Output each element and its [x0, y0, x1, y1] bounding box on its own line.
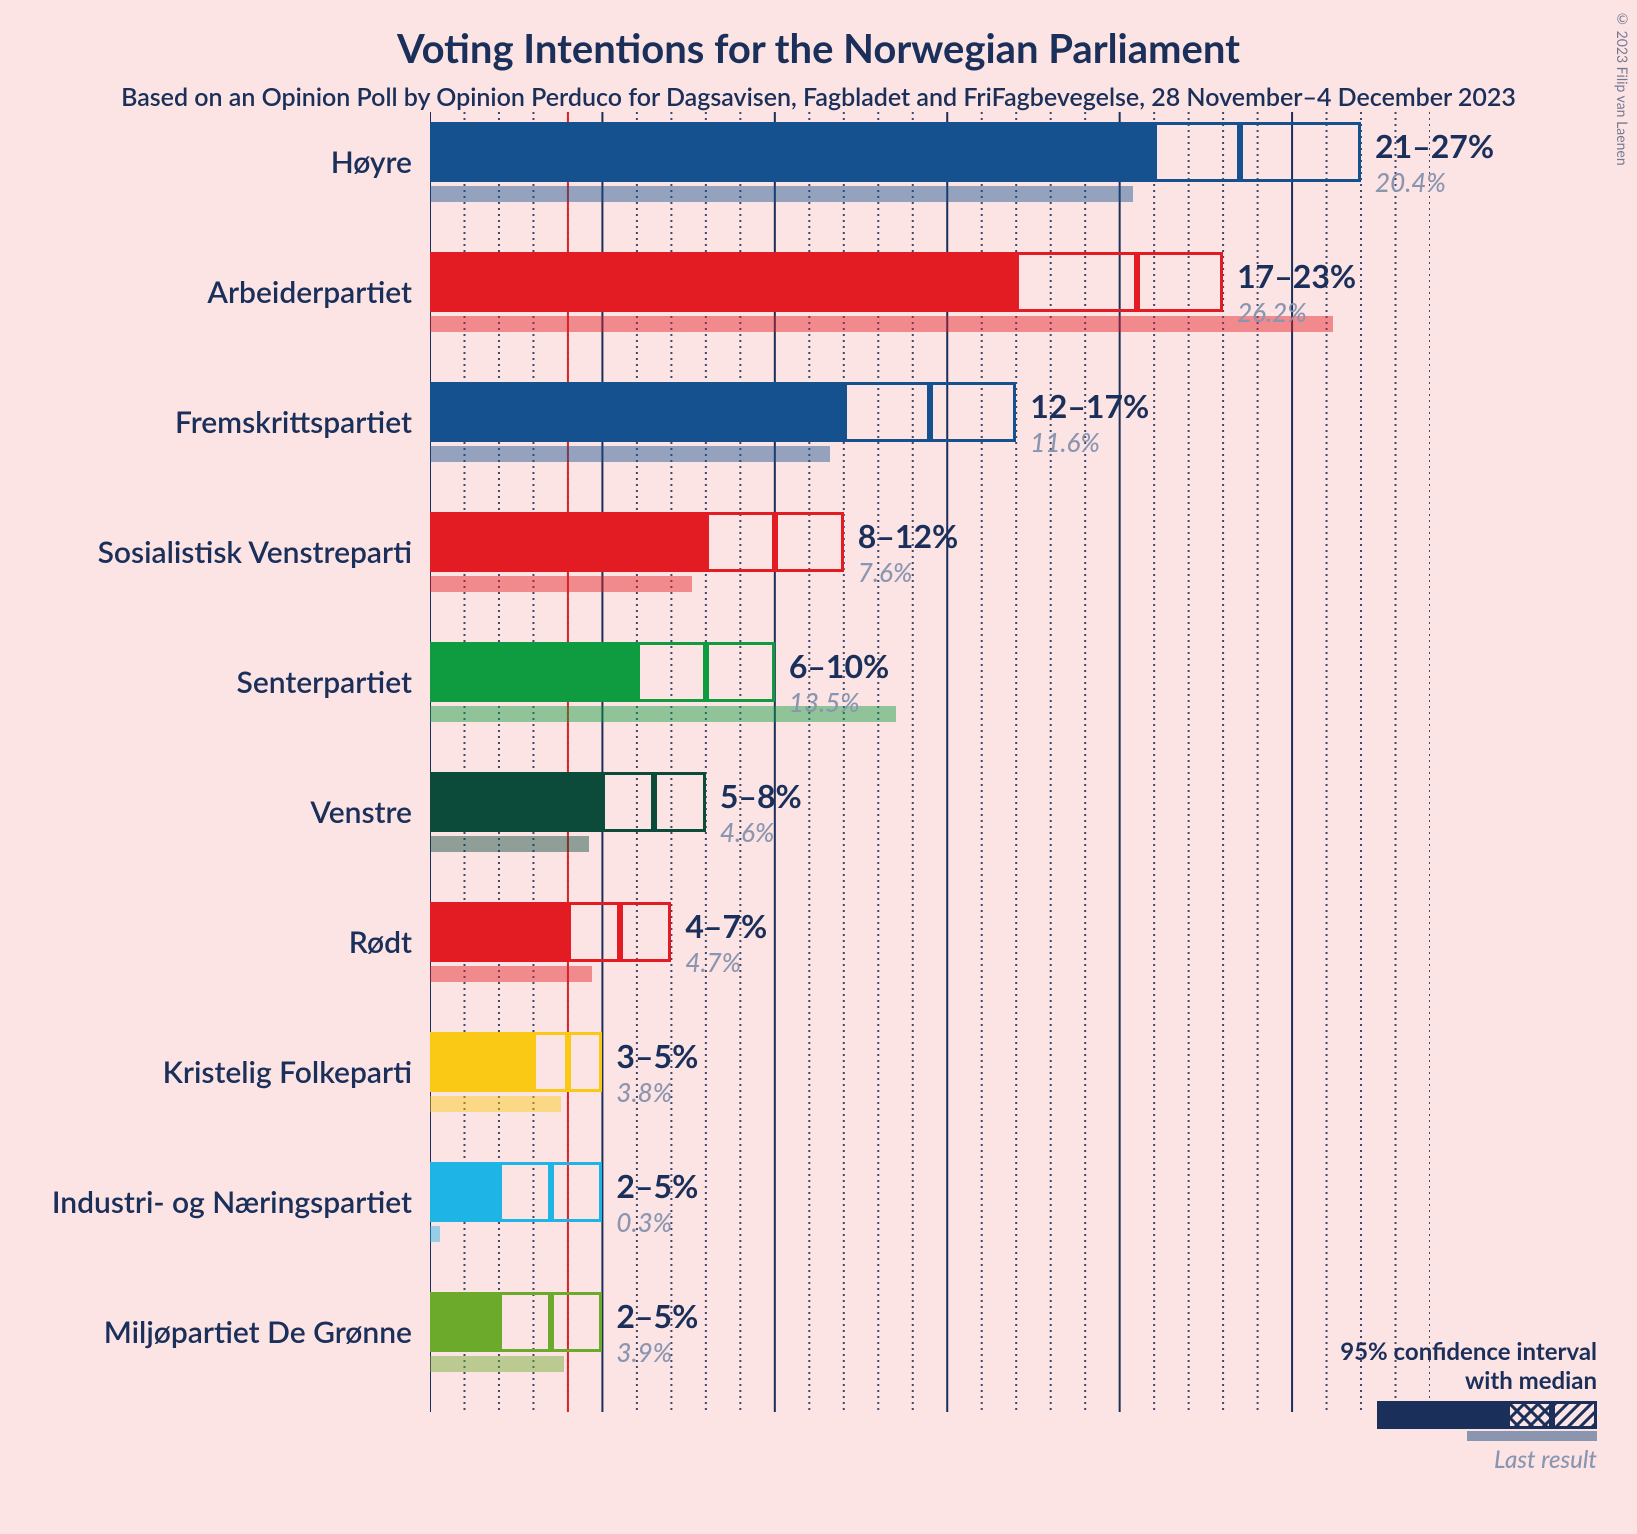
ci-high-bar [551, 1292, 603, 1352]
party-row: Industri- og Næringspartiet 2–5% 0.3% [430, 1152, 1580, 1282]
ci-range-value: 3–5% [616, 1036, 698, 1075]
ci-range-value: 17–23% [1237, 256, 1356, 295]
chart-title: Voting Intentions for the Norwegian Parl… [0, 0, 1637, 72]
last-result-value: 26.2% [1237, 296, 1307, 328]
ci-high-bar [568, 1032, 602, 1092]
party-name: Høyre [331, 144, 412, 180]
party-row: Rødt 4–7% 4.7% [430, 892, 1580, 1022]
ci-low-bar [430, 122, 1154, 182]
ci-range-value: 2–5% [616, 1166, 698, 1205]
party-name: Fremskrittspartiet [175, 404, 412, 440]
ci-low-bar [430, 642, 637, 702]
party-name: Arbeiderpartiet [207, 274, 412, 310]
last-result-bar [430, 966, 592, 982]
ci-low-bar [430, 512, 706, 572]
copyright-text: © 2023 Filip van Laenen [1614, 10, 1631, 166]
last-result-bar [430, 1226, 440, 1242]
legend-ci-swatch [1340, 1401, 1597, 1429]
ci-low-bar [430, 1292, 499, 1352]
last-result-value: 13.5% [789, 686, 860, 718]
last-result-value: 20.4% [1375, 166, 1446, 198]
ci-mid-bar [499, 1162, 551, 1222]
last-result-bar [430, 836, 589, 852]
party-row: Senterpartiet 6–10% 13.5% [430, 632, 1580, 762]
ci-high-bar [775, 512, 844, 572]
ci-range-value: 5–8% [720, 776, 802, 815]
ci-high-bar [1240, 122, 1361, 182]
last-result-value: 4.6% [720, 816, 775, 848]
party-name: Senterpartiet [237, 664, 412, 700]
ci-high-bar [620, 902, 672, 962]
last-result-value: 11.6% [1030, 426, 1100, 458]
ci-range-value: 2–5% [616, 1296, 698, 1335]
party-name: Kristelig Folkeparti [163, 1054, 412, 1090]
ci-mid-bar [568, 902, 620, 962]
chart-area: Høyre 21–27% 20.4% Arbeiderpartiet 17–23… [430, 112, 1580, 1412]
legend: 95% confidence interval with median Last… [1340, 1337, 1597, 1474]
last-result-value: 0.3% [616, 1206, 672, 1238]
last-result-bar [430, 1096, 561, 1112]
legend-last-swatch [1467, 1431, 1597, 1441]
ci-mid-bar [844, 382, 930, 442]
ci-low-bar [430, 1032, 533, 1092]
ci-mid-bar [602, 772, 654, 832]
party-name: Industri- og Næringspartiet [52, 1184, 412, 1220]
ci-high-bar [1137, 252, 1223, 312]
party-name: Miljøpartiet De Grønne [104, 1314, 412, 1350]
party-row: Venstre 5–8% 4.6% [430, 762, 1580, 892]
last-result-value: 7.6% [858, 556, 913, 588]
ci-mid-bar [1016, 252, 1137, 312]
party-row: Arbeiderpartiet 17–23% 26.2% [430, 242, 1580, 372]
ci-low-bar [430, 772, 602, 832]
last-result-bar [430, 576, 692, 592]
legend-ci-label-1: 95% confidence interval [1340, 1337, 1597, 1366]
ci-high-bar [930, 382, 1016, 442]
last-result-value: 3.8% [616, 1076, 672, 1108]
party-name: Sosialistisk Venstreparti [98, 534, 412, 570]
party-row: Kristelig Folkeparti 3–5% 3.8% [430, 1022, 1580, 1152]
legend-ci-label-2: with median [1340, 1366, 1597, 1395]
last-result-value: 3.9% [616, 1336, 672, 1368]
last-result-bar [430, 186, 1133, 202]
ci-high-bar [654, 772, 706, 832]
ci-range-value: 12–17% [1030, 386, 1149, 425]
last-result-bar [430, 316, 1333, 332]
ci-range-value: 21–27% [1375, 126, 1494, 165]
party-row: Fremskrittspartiet 12–17% 11.6% [430, 372, 1580, 502]
ci-range-value: 6–10% [789, 646, 889, 685]
ci-mid-bar [706, 512, 775, 572]
ci-low-bar [430, 902, 568, 962]
party-name: Venstre [310, 794, 412, 830]
party-row: Sosialistisk Venstreparti 8–12% 7.6% [430, 502, 1580, 632]
ci-low-bar [430, 382, 844, 442]
ci-high-bar [706, 642, 775, 702]
party-name: Rødt [349, 924, 412, 960]
last-result-bar [430, 446, 830, 462]
last-result-bar [430, 1356, 564, 1372]
ci-mid-bar [533, 1032, 567, 1092]
ci-mid-bar [499, 1292, 551, 1352]
legend-last-label: Last result [1340, 1445, 1597, 1474]
party-row: Høyre 21–27% 20.4% [430, 112, 1580, 242]
ci-mid-bar [1154, 122, 1240, 182]
ci-range-value: 8–12% [858, 516, 958, 555]
ci-low-bar [430, 252, 1016, 312]
last-result-value: 4.7% [685, 946, 741, 978]
ci-low-bar [430, 1162, 499, 1222]
ci-range-value: 4–7% [685, 906, 767, 945]
ci-high-bar [551, 1162, 603, 1222]
ci-mid-bar [637, 642, 706, 702]
